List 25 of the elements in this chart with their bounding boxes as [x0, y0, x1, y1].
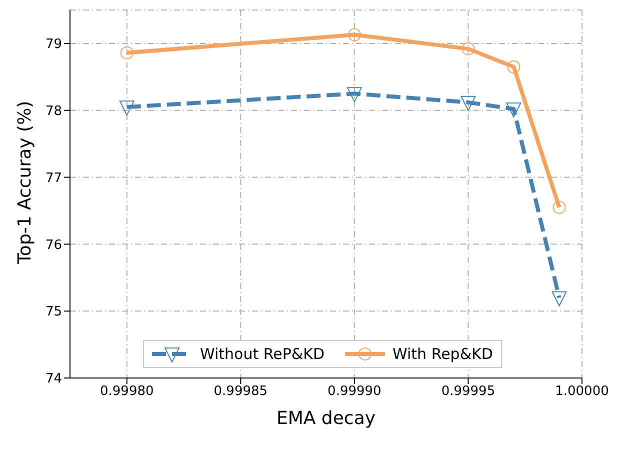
point [120, 46, 134, 60]
point [552, 291, 567, 306]
point [348, 28, 361, 42]
point [552, 200, 566, 214]
y-tick-label: 75 [45, 304, 62, 320]
x-tick-label: 0.99980 [100, 384, 154, 400]
y-tick-label: 74 [45, 372, 62, 387]
x-tick-label: 0.99985 [214, 384, 268, 400]
y-axis-title: Top-1 Accuray (%) [14, 100, 36, 265]
point [119, 100, 134, 116]
point [462, 42, 475, 56]
point [506, 102, 522, 118]
point [460, 96, 476, 111]
x-tick-label: 0.99995 [441, 384, 496, 400]
legend-label: Without ReP&KD [200, 345, 324, 363]
y-tick-label: 76 [45, 238, 62, 253]
y-tick-label: 77 [45, 170, 62, 186]
point [346, 87, 362, 102]
legend-label: With Rep&KD [392, 345, 493, 363]
y-tick-label: 78 [45, 104, 62, 119]
y-tick-label: 79 [45, 37, 62, 52]
x-tick-label: 0.99990 [328, 384, 382, 400]
point [507, 60, 520, 74]
x-tick-label: 1.00000 [555, 384, 609, 400]
x-axis-title: EMA decay [276, 408, 376, 429]
